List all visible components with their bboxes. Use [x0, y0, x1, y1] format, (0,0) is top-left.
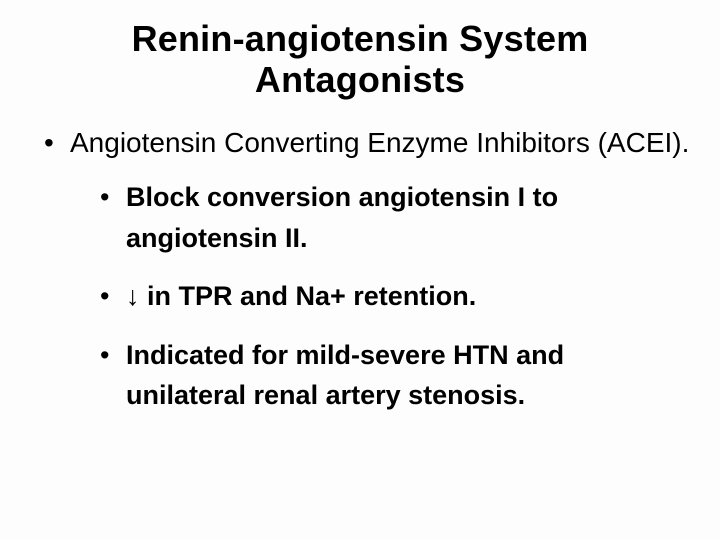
- level1-item-0: Angiotensin Converting Enzyme Inhibitors…: [44, 123, 690, 416]
- level2-item-2-text: Indicated for mild-severe HTN and unilat…: [126, 340, 564, 411]
- bullet-list-level2: Block conversion angiotensin I to angiot…: [70, 177, 690, 416]
- bullet-list-level1: Angiotensin Converting Enzyme Inhibitors…: [30, 123, 690, 416]
- level1-item-0-text: Angiotensin Converting Enzyme Inhibitors…: [70, 127, 689, 158]
- title-line-2: Antagonists: [255, 59, 465, 100]
- level2-item-0-text: Block conversion angiotensin I to angiot…: [126, 182, 558, 253]
- slide-title: Renin-angiotensin System Antagonists: [30, 18, 690, 101]
- slide-container: Renin-angiotensin System Antagonists Ang…: [0, 0, 720, 540]
- level2-item-0: Block conversion angiotensin I to angiot…: [100, 177, 690, 258]
- level2-item-2: Indicated for mild-severe HTN and unilat…: [100, 335, 690, 416]
- level2-item-1: ↓ in TPR and Na+ retention.: [100, 276, 690, 317]
- title-line-1: Renin-angiotensin System: [132, 18, 589, 59]
- level2-item-1-text: ↓ in TPR and Na+ retention.: [126, 281, 476, 311]
